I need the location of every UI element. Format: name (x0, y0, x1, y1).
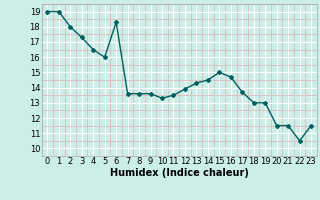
X-axis label: Humidex (Indice chaleur): Humidex (Indice chaleur) (110, 168, 249, 178)
